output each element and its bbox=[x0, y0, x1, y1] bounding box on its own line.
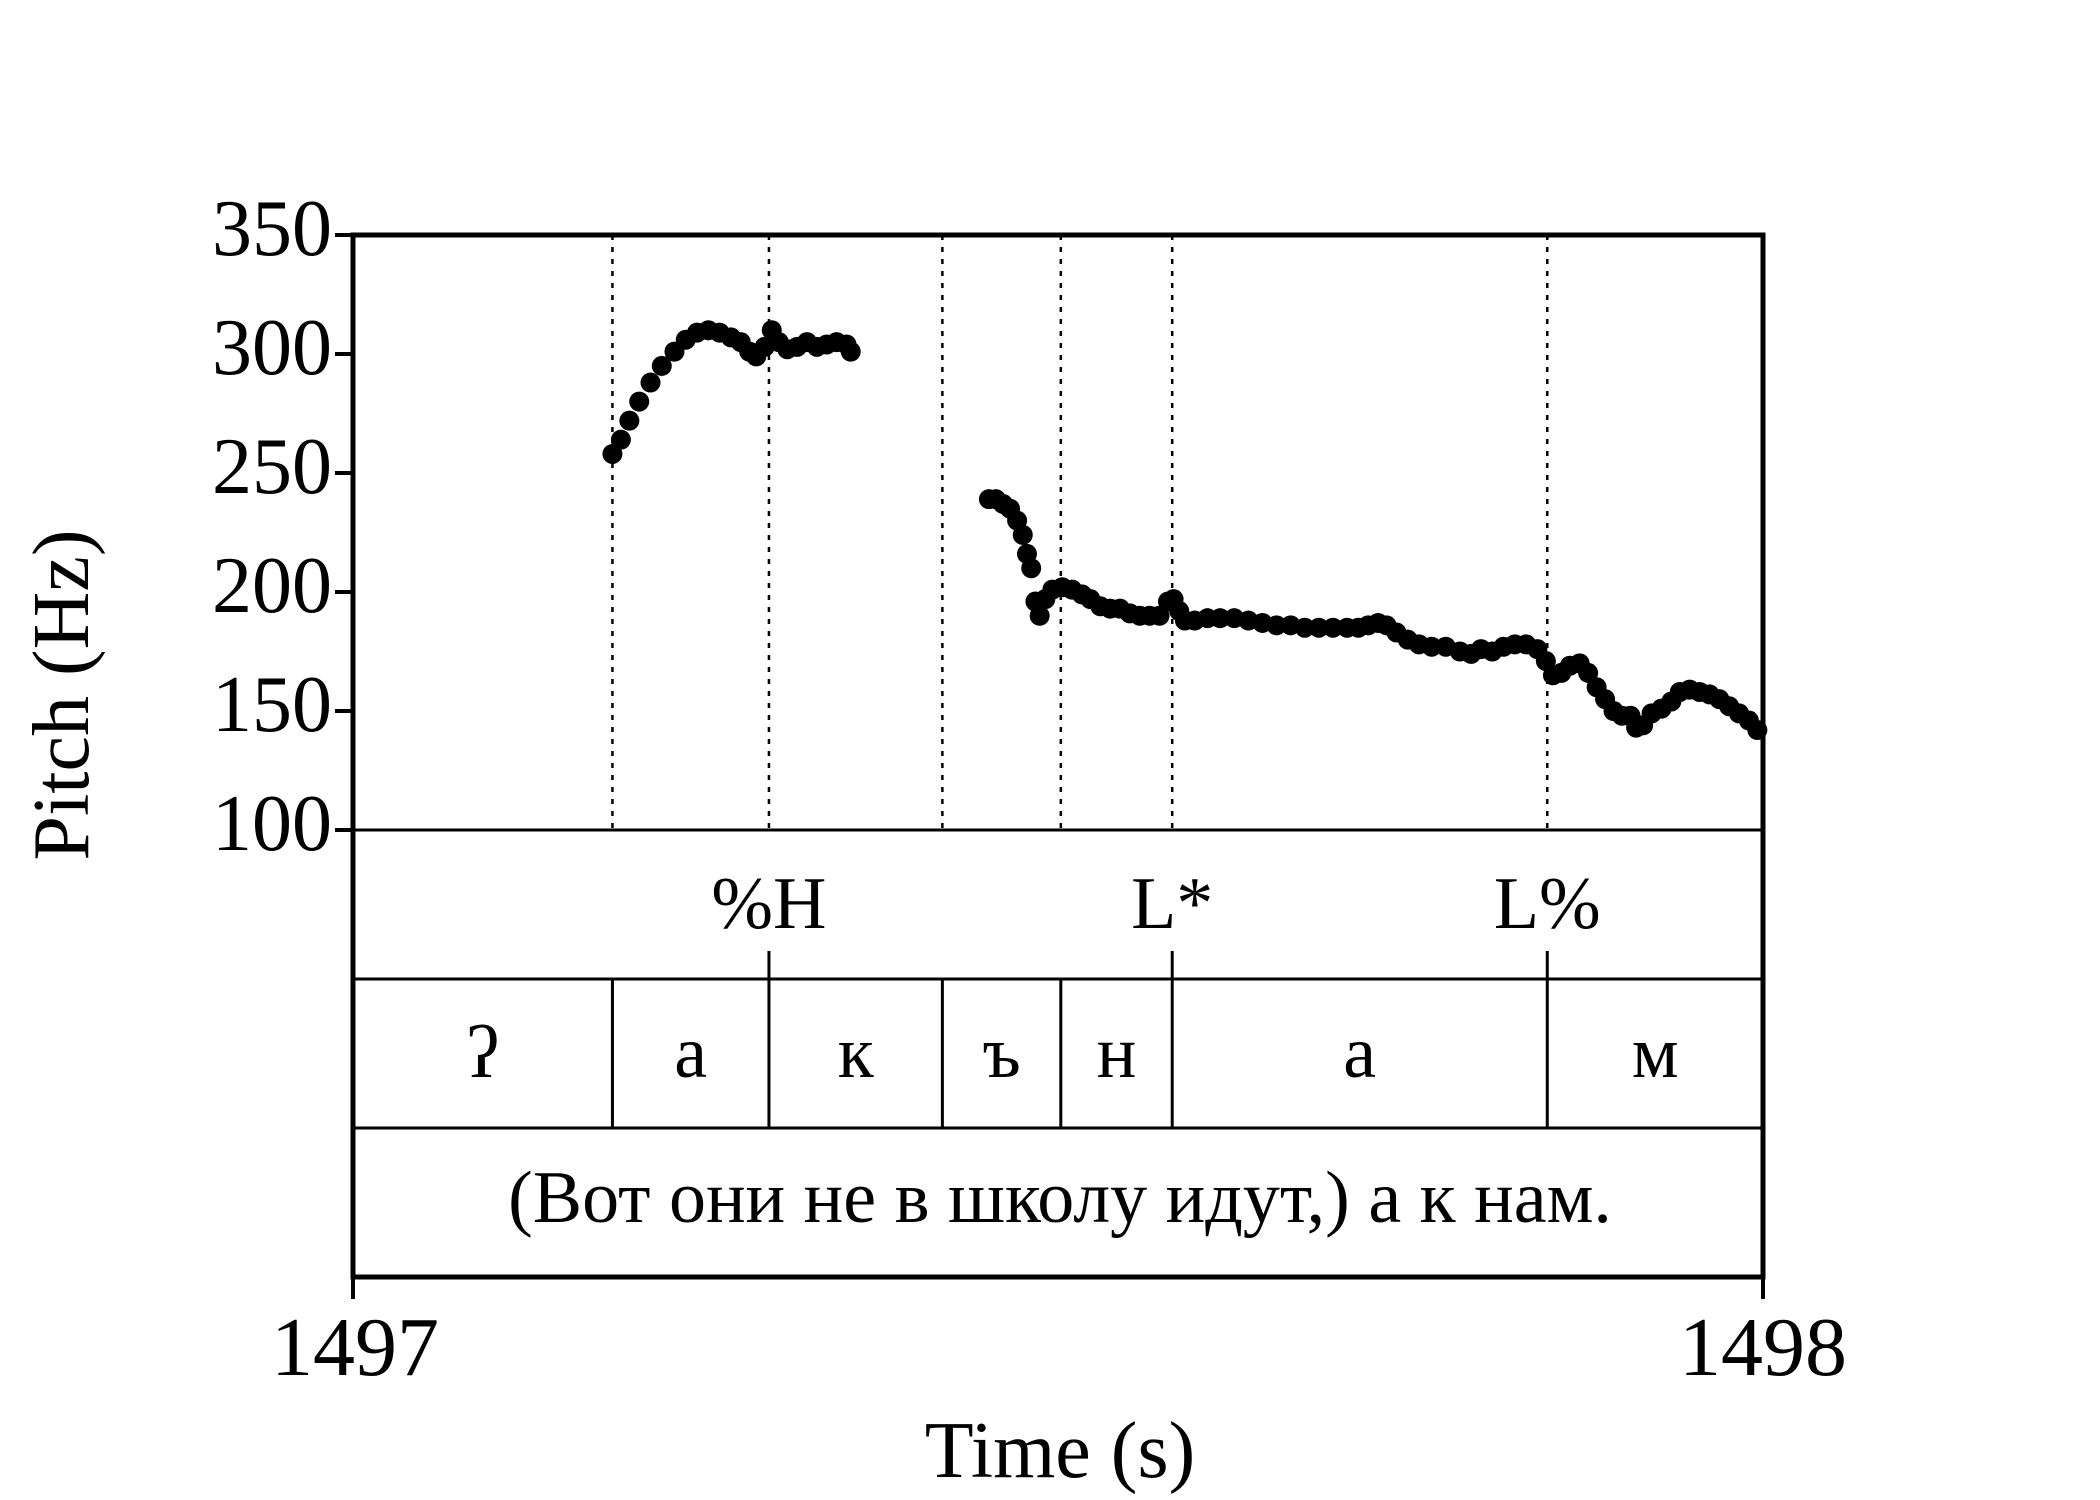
pitch-point-1 bbox=[610, 429, 631, 450]
boundary-lines bbox=[611, 235, 1549, 830]
pitch-point-55 bbox=[1210, 608, 1231, 629]
pitch-point-33 bbox=[1021, 558, 1042, 579]
pitch-point-62 bbox=[1308, 617, 1329, 638]
segment-label-5: а bbox=[1343, 1012, 1376, 1094]
y-tick-350: 350 bbox=[212, 185, 332, 273]
figure-frame bbox=[350, 232, 1766, 1280]
pitch-point-25 bbox=[840, 341, 861, 362]
pitch-point-59 bbox=[1266, 615, 1287, 636]
tone-label-1: L* bbox=[1131, 863, 1213, 945]
segment-label-1: а bbox=[674, 1012, 707, 1094]
segment-label-3: ъ bbox=[982, 1012, 1020, 1094]
segment-label-0: ʔ bbox=[466, 1012, 499, 1094]
pitch-point-4 bbox=[640, 372, 661, 393]
tier-dividers bbox=[353, 828, 1763, 1130]
pitch-contour bbox=[602, 320, 1768, 741]
x-tick-end: 1498 bbox=[1679, 1301, 1847, 1394]
pitch-point-3 bbox=[629, 391, 650, 412]
segment-label-6: м bbox=[1632, 1012, 1679, 1094]
y-tick-150: 150 bbox=[212, 661, 332, 749]
tone-label-2: L% bbox=[1494, 863, 1601, 945]
pitch-point-5 bbox=[651, 355, 672, 376]
y-axis-title: Pitch (Hz) bbox=[18, 529, 106, 860]
pitch-point-61 bbox=[1294, 617, 1315, 638]
tone-label-0: %H bbox=[711, 863, 826, 945]
pitch-point-72 bbox=[1421, 636, 1442, 657]
x-tick-start: 1497 bbox=[271, 1301, 439, 1394]
segment-label-2: к bbox=[838, 1012, 875, 1094]
x-axis-title: Time (s) bbox=[925, 1407, 1195, 1495]
pitch-point-31 bbox=[1012, 524, 1033, 545]
pitch-point-106 bbox=[1747, 720, 1768, 741]
pitch-point-63 bbox=[1322, 617, 1343, 638]
y-tick-200: 200 bbox=[212, 542, 332, 630]
pitch-point-2 bbox=[619, 410, 640, 431]
sentence-text: (Вот они не в школу идут,) а к нам. bbox=[508, 1157, 1612, 1239]
segment-label-4: н bbox=[1097, 1012, 1137, 1094]
y-tick-300: 300 bbox=[212, 304, 332, 392]
tier-labels: %H L* L% ʔ а к ъ н а м bbox=[466, 863, 1678, 1094]
plot-area bbox=[335, 232, 1766, 1299]
y-tick-250: 250 bbox=[212, 423, 332, 511]
y-tick-100: 100 bbox=[212, 780, 332, 868]
pitch-point-35 bbox=[1029, 605, 1050, 626]
